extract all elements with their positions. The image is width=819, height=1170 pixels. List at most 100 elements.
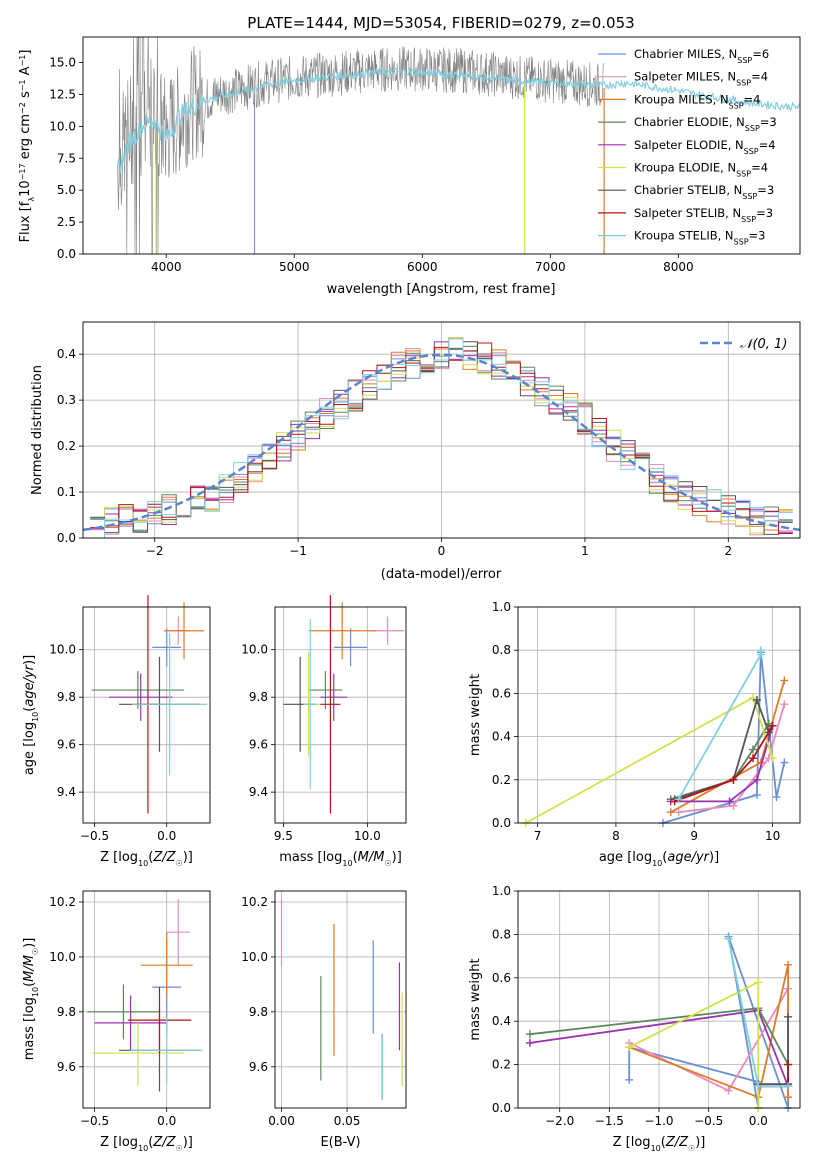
y-axis-label: mass [log10(M/M☉)] bbox=[22, 938, 40, 1061]
panel-mass-weight-vs-Z: −2.0 −1.5 −1.0 −0.5 0.0 0.0 0.2 0.4 0.6 0.8 1.0 Z [… bbox=[468, 884, 801, 1153]
tick-label-x: −1.0 bbox=[644, 1114, 673, 1128]
plot-marks bbox=[280, 899, 403, 1100]
tick-label-y: 1.0 bbox=[492, 884, 511, 898]
tick-label-y: 9.6 bbox=[249, 738, 268, 752]
axes-frame bbox=[517, 606, 801, 824]
tick-label-x: 10.0 bbox=[354, 829, 381, 843]
tick-label-y: 15.0 bbox=[49, 56, 76, 70]
plot-area bbox=[275, 891, 406, 1108]
mass-weight-line bbox=[674, 697, 770, 801]
tick-label-y: 9.4 bbox=[57, 785, 76, 799]
panel-age-vs-mass: 9.5 10.0 9.4 9.6 9.8 10.0 mass [log10(M/M☉)] bbox=[241, 595, 407, 868]
legend-label: Chabrier STELIB, NSSP=3 bbox=[634, 183, 774, 201]
tick-label-x: −1 bbox=[289, 544, 307, 558]
x-axis-label: Z [log10(Z/Z☉)] bbox=[100, 850, 193, 868]
residual-histogram bbox=[90, 342, 793, 534]
tick-label-y: 10.0 bbox=[49, 119, 76, 133]
tick-label-y: 12.5 bbox=[49, 87, 76, 101]
mass-weight-marker bbox=[749, 754, 757, 763]
model-spectrum-line bbox=[117, 67, 800, 174]
tick-label-y: 0.4 bbox=[57, 347, 76, 361]
tick-label-y: 0.6 bbox=[492, 686, 511, 700]
plot-area bbox=[83, 891, 210, 1108]
mass-weight-marker bbox=[724, 1086, 733, 1095]
mass-weight-marker bbox=[674, 795, 683, 804]
panel-age-vs-Z: −0.5 0.0 9.4 9.6 9.8 10.0 Z [log10(Z/Z☉)] age [… bbox=[22, 595, 211, 868]
tick-label-y: 9.8 bbox=[57, 1005, 76, 1019]
plot-marks bbox=[283, 595, 405, 814]
tick-label-x: 0.0 bbox=[157, 829, 176, 843]
tick-label-y: 10.2 bbox=[49, 895, 76, 909]
tick-label-y: 0.0 bbox=[57, 531, 76, 545]
mass-weight-marker bbox=[784, 1082, 793, 1091]
mass-weight-marker bbox=[780, 700, 789, 709]
mass-weight-line bbox=[678, 703, 786, 814]
tick-label-y: 0.3 bbox=[57, 393, 76, 407]
residual-histogram bbox=[90, 341, 793, 535]
mass-weight-marker bbox=[780, 676, 789, 685]
tick-label-y: 9.6 bbox=[249, 1060, 268, 1074]
residual-histogram bbox=[90, 345, 793, 532]
tick-label-x: 8000 bbox=[663, 260, 694, 274]
legend-label: 𝒩(0, 1) bbox=[740, 337, 787, 352]
mass-weight-marker bbox=[772, 793, 781, 802]
axes-frame bbox=[82, 36, 801, 255]
tick-label-y: 10.0 bbox=[49, 950, 76, 964]
plot-marks bbox=[521, 646, 789, 827]
plot-marks bbox=[91, 595, 208, 814]
tick-label-x: 10 bbox=[765, 829, 780, 843]
tick-label-y: 9.4 bbox=[249, 785, 268, 799]
x-axis-label: E(B-V) bbox=[320, 1135, 360, 1150]
tick-label-x: 4000 bbox=[151, 260, 182, 274]
y-axis-label: Normed distribution bbox=[30, 365, 45, 495]
tick-label-x: 7 bbox=[534, 829, 542, 843]
tick-label-x: −0.5 bbox=[694, 1114, 723, 1128]
tick-label-x: 0.00 bbox=[268, 1114, 295, 1128]
tick-label-y: 0.2 bbox=[492, 1058, 511, 1072]
y-axis-label: mass weight bbox=[468, 958, 483, 1040]
tick-label-x: 8 bbox=[612, 829, 620, 843]
x-axis-label: Z [log10(Z/Z☉)] bbox=[613, 1135, 706, 1153]
mass-weight-marker bbox=[754, 1082, 763, 1091]
tick-label-y: 0.0 bbox=[492, 1101, 511, 1115]
panel-mass-vs-EBV: 0.00 0.05 9.6 9.8 10.0 10.2 E(B-V) bbox=[241, 890, 407, 1150]
observed-spectrum-line bbox=[117, 37, 605, 254]
tick-label-x: 0.0 bbox=[157, 1114, 176, 1128]
tick-label-x: 9.5 bbox=[274, 829, 293, 843]
tick-label-x: 0.05 bbox=[334, 1114, 361, 1128]
residual-histogram bbox=[90, 337, 793, 539]
tick-label-y: 0.8 bbox=[492, 927, 511, 941]
tick-label-y: 0.0 bbox=[492, 816, 511, 830]
plot-marks bbox=[82, 337, 801, 539]
tick-label-x: 5000 bbox=[279, 260, 310, 274]
tick-label-y: 0.0 bbox=[57, 247, 76, 261]
spectrum-legend: Chabrier MILES, NSSP=6 Salpeter MILES, NS… bbox=[598, 47, 777, 246]
tick-label-x: 0 bbox=[438, 544, 446, 558]
tick-label-y: 9.8 bbox=[249, 690, 268, 704]
axes-frame bbox=[82, 606, 211, 824]
residual-histogram bbox=[90, 341, 793, 533]
legend-label: Kroupa ELODIE, NSSP=4 bbox=[634, 161, 768, 179]
legend-label: Salpeter MILES, NSSP=4 bbox=[634, 70, 768, 88]
y-axis-label: age [log10(age/yr)] bbox=[22, 655, 40, 775]
legend-label: Salpeter STELIB, NSSP=3 bbox=[634, 206, 773, 224]
panel-mass-weight-vs-age: 7 8 9 10 0.0 0.2 0.4 0.6 0.8 1.0 age [log10(age/yr… bbox=[468, 600, 801, 868]
figure-title: PLATE=1444, MJD=53054, FIBERID=0279, z=0… bbox=[247, 14, 634, 32]
mass-weight-marker bbox=[784, 960, 793, 969]
mass-weight-marker bbox=[724, 934, 733, 943]
tick-label-x: 2 bbox=[724, 544, 732, 558]
tick-label-x: 1 bbox=[581, 544, 589, 558]
residual-histogram bbox=[90, 348, 793, 536]
mass-weight-line bbox=[670, 725, 774, 803]
axes-frame bbox=[82, 321, 801, 539]
tick-label-y: 0.2 bbox=[57, 439, 76, 453]
tick-label-y: 9.6 bbox=[57, 1060, 76, 1074]
mass-weight-marker bbox=[725, 797, 734, 806]
tick-label-y: 10.2 bbox=[241, 895, 268, 909]
tick-label-y: 10.0 bbox=[241, 950, 268, 964]
tick-label-y: 10.0 bbox=[241, 643, 268, 657]
legend-label: Salpeter ELODIE, NSSP=4 bbox=[634, 138, 776, 156]
mass-weight-marker bbox=[752, 790, 761, 799]
tick-label-x: −1.5 bbox=[595, 1114, 624, 1128]
